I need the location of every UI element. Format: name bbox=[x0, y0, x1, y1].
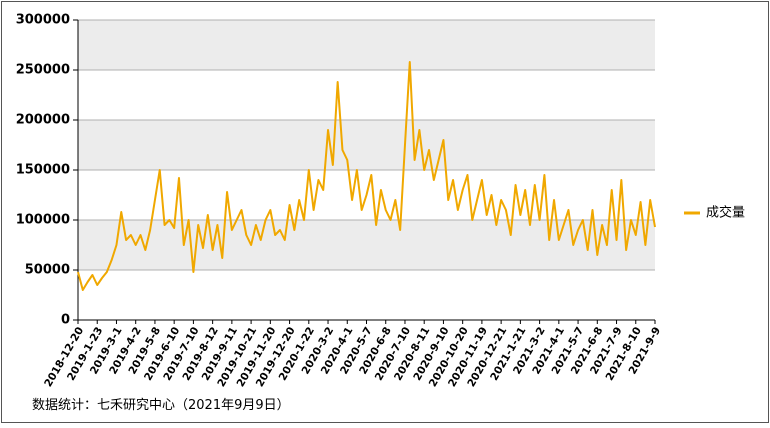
y-tick-label: 50000 bbox=[25, 263, 70, 278]
source-note: 数据统计：七禾研究中心（2021年9月9日） bbox=[32, 398, 290, 413]
y-tick-label: 100000 bbox=[16, 213, 70, 228]
grid-band bbox=[78, 220, 655, 270]
line bbox=[77, 61, 656, 291]
legend-label: 成交量 bbox=[706, 205, 745, 221]
y-tick-label: 0 bbox=[61, 313, 70, 328]
y-tick-label: 300000 bbox=[16, 13, 70, 28]
grid-band bbox=[78, 120, 655, 170]
y-tick-label: 200000 bbox=[16, 113, 70, 128]
y-tick-label: 250000 bbox=[16, 63, 70, 78]
grid-band bbox=[78, 20, 655, 70]
y-tick-label: 150000 bbox=[16, 163, 70, 178]
